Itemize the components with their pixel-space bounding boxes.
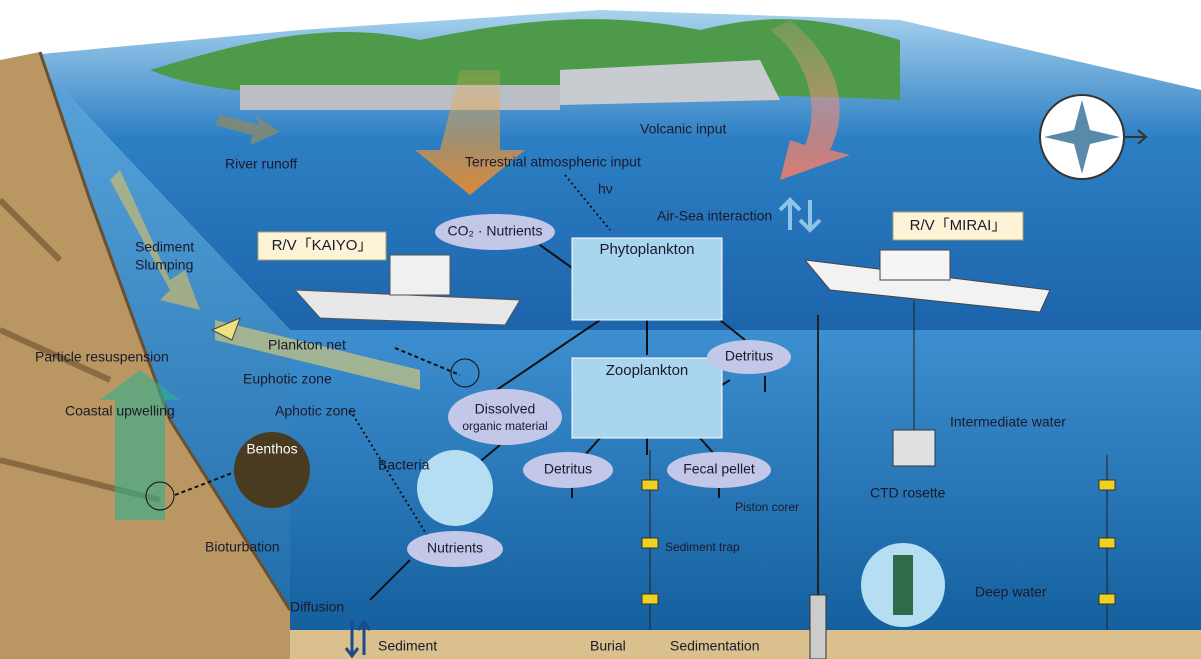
label: Slumping [135, 257, 193, 273]
ocean-diagram: Volcanic input River runoff Terrestrial … [0, 0, 1201, 659]
label: Burial [590, 638, 626, 654]
label: Phytoplankton [599, 241, 694, 258]
label: Dissolved [475, 401, 536, 417]
label: Sediment [135, 239, 194, 255]
label: Detritus [725, 348, 773, 364]
label: hν [598, 181, 613, 197]
label: Sediment trap [665, 540, 740, 554]
label: Diffusion [290, 599, 344, 615]
label: Air-Sea interaction [657, 208, 772, 224]
label: Terrestrial atmospheric input [465, 154, 641, 170]
label: Deep water [975, 584, 1047, 600]
label: Fecal pellet [683, 461, 755, 477]
label: Sediment [378, 638, 437, 654]
ship-label: R/V「KAIYO」 [272, 237, 373, 254]
label: Euphotic zone [243, 371, 332, 387]
label: CO₂ · Nutrients [448, 223, 543, 239]
block [0, 10, 1201, 659]
label: Bacteria [378, 457, 430, 473]
ship-label: R/V「MIRAI」 [910, 217, 1007, 234]
label: River runoff [225, 156, 297, 172]
label: Aphotic zone [275, 403, 356, 419]
ctd-rosette [893, 430, 935, 466]
label: Sedimentation [670, 638, 760, 654]
town [240, 85, 560, 110]
label: Detritus [544, 461, 592, 477]
label: Plankton net [268, 337, 346, 353]
label: Zooplankton [606, 362, 689, 379]
label: Benthos [246, 441, 297, 457]
label: Coastal upwelling [65, 403, 175, 419]
label: CTD rosette [870, 485, 946, 501]
label: Volcanic input [640, 121, 727, 137]
label: Piston corer [735, 500, 799, 514]
label: Particle resuspension [35, 349, 169, 365]
label: Nutrients [427, 540, 483, 556]
dom-bubble [448, 389, 562, 445]
label: Intermediate water [950, 414, 1066, 430]
kaiyo-bridge [390, 255, 450, 295]
core-sample [893, 555, 913, 615]
piston-corer [810, 595, 826, 659]
label: organic material [462, 419, 547, 433]
label: Bioturbation [205, 539, 280, 555]
mirai-bridge [880, 250, 950, 280]
